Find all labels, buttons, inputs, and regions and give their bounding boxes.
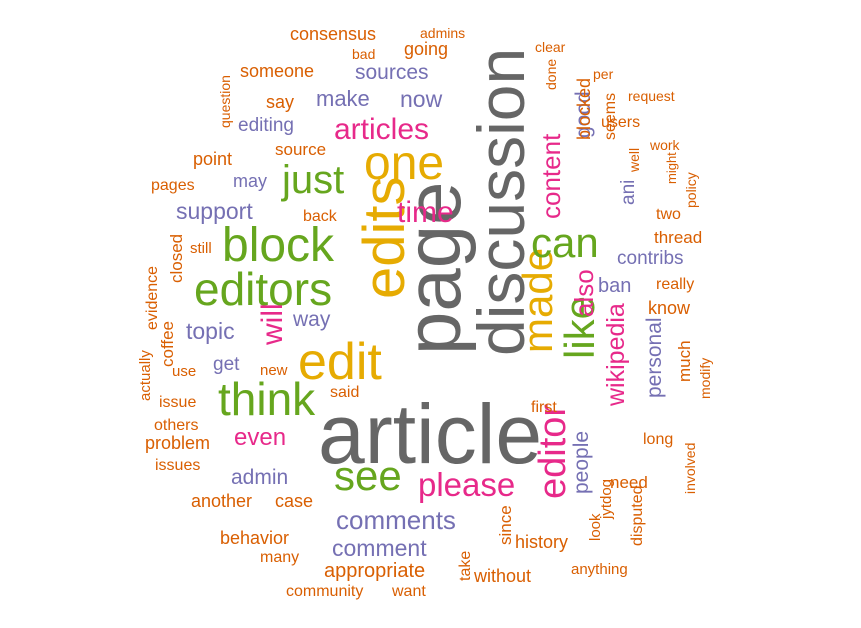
word-need: need bbox=[610, 473, 648, 492]
word-contribs: contribs bbox=[617, 248, 684, 269]
word-say: say bbox=[266, 92, 295, 112]
word-issue: issue bbox=[159, 394, 197, 411]
word-topic: topic bbox=[186, 318, 235, 344]
word-many: many bbox=[260, 549, 300, 566]
word-well: well bbox=[626, 147, 642, 172]
word-community: community bbox=[286, 583, 364, 600]
word-really: really bbox=[656, 276, 695, 293]
word-please: please bbox=[418, 466, 516, 503]
word-just: just bbox=[282, 158, 345, 202]
word-can: can bbox=[531, 219, 599, 266]
word-edits: edits bbox=[352, 176, 417, 299]
word-modify: modify bbox=[697, 357, 713, 399]
word-case: case bbox=[275, 491, 314, 511]
word-may: may bbox=[233, 171, 268, 191]
word-request: request bbox=[628, 88, 675, 104]
word-make: make bbox=[316, 86, 370, 111]
word-might: might bbox=[664, 152, 679, 184]
word-time: time bbox=[397, 196, 454, 229]
word-users: users bbox=[601, 114, 641, 131]
word-per: per bbox=[593, 66, 614, 82]
word-use: use bbox=[172, 363, 197, 380]
word-clear: clear bbox=[535, 39, 566, 55]
word-see: see bbox=[334, 452, 402, 499]
word-new: new bbox=[260, 362, 288, 379]
word-appropriate: appropriate bbox=[324, 560, 426, 582]
word-ban: ban bbox=[598, 275, 632, 297]
word-two: two bbox=[656, 206, 681, 223]
word-much: much bbox=[675, 340, 694, 382]
word-know: know bbox=[648, 298, 691, 318]
word-work: work bbox=[650, 137, 680, 153]
word-support: support bbox=[176, 198, 253, 224]
word-disputed: disputed bbox=[629, 485, 646, 547]
word-source: source bbox=[275, 140, 327, 159]
word-get: get bbox=[213, 354, 240, 375]
word-editing: editing bbox=[238, 115, 294, 136]
word-behavior: behavior bbox=[220, 528, 290, 548]
word-without: without bbox=[474, 566, 532, 586]
word-also: also bbox=[569, 269, 599, 317]
word-still: still bbox=[190, 240, 212, 257]
word-another: another bbox=[191, 491, 253, 511]
word-said: said bbox=[330, 384, 360, 401]
word-admin: admin bbox=[231, 466, 289, 489]
word-comments: comments bbox=[336, 505, 456, 535]
word-admins: admins bbox=[420, 25, 466, 41]
word-problem: problem bbox=[145, 433, 211, 453]
word-going: going bbox=[404, 39, 449, 59]
word-wikipedia: wikipedia bbox=[602, 303, 630, 406]
word-first: first bbox=[531, 399, 557, 416]
word-thread: thread bbox=[654, 228, 703, 247]
word-blocked: blocked bbox=[574, 77, 594, 140]
word-others: others bbox=[154, 417, 199, 434]
word-articles: articles bbox=[334, 113, 430, 146]
word-personal: personal bbox=[643, 317, 666, 398]
word-way: way bbox=[293, 308, 331, 331]
word-point: point bbox=[193, 149, 233, 169]
word-editors: editors bbox=[194, 263, 333, 315]
word-done: done bbox=[543, 58, 559, 90]
word-bad: bad bbox=[352, 46, 376, 62]
word-consensus: consensus bbox=[290, 24, 377, 44]
word-want: want bbox=[392, 583, 426, 600]
word-since: since bbox=[496, 505, 515, 545]
word-coffee: coffee bbox=[158, 320, 177, 367]
word-edit: edit bbox=[298, 333, 382, 391]
word-pages: pages bbox=[151, 177, 195, 194]
word-long: long bbox=[643, 431, 674, 448]
word-even: even bbox=[234, 424, 287, 451]
word-anything: anything bbox=[571, 561, 628, 578]
word-ani: ani bbox=[618, 179, 639, 205]
word-content: content bbox=[536, 133, 566, 219]
word-someone: someone bbox=[240, 61, 315, 81]
word-one: one bbox=[364, 137, 445, 190]
word-involved: involved bbox=[682, 442, 698, 494]
word-people: people bbox=[570, 430, 593, 494]
word-take: take bbox=[457, 550, 474, 581]
word-question: question bbox=[217, 75, 233, 128]
word-sources: sources bbox=[355, 61, 429, 84]
word-block: block bbox=[222, 219, 335, 272]
word-comment: comment bbox=[332, 535, 427, 561]
word-article: article bbox=[318, 387, 543, 481]
word-back: back bbox=[303, 208, 337, 225]
word-editor: editor bbox=[532, 403, 574, 499]
word-closed: closed bbox=[167, 233, 186, 283]
word-now: now bbox=[400, 86, 443, 112]
word-think: think bbox=[218, 373, 316, 425]
word-policy: policy bbox=[683, 172, 699, 208]
word-will: will bbox=[256, 303, 289, 345]
word-actually: actually bbox=[137, 350, 154, 401]
word-history: history bbox=[515, 532, 569, 552]
word-issues: issues bbox=[155, 457, 201, 474]
